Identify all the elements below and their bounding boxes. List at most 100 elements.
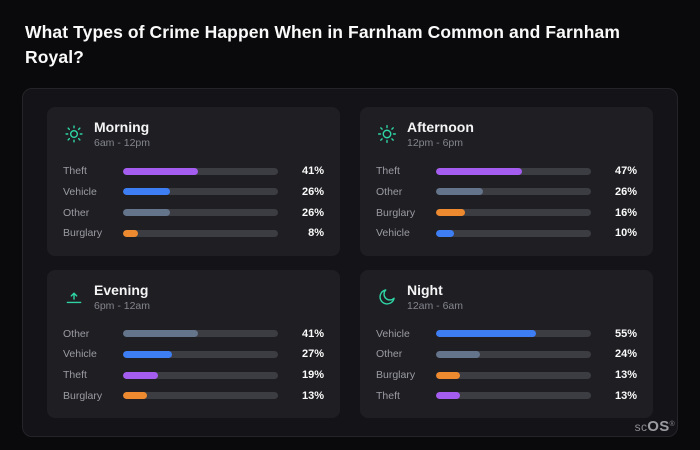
bar-fill [123, 167, 198, 175]
card-subtitle: 6am - 12pm [94, 137, 151, 149]
category-label: Vehicle [376, 327, 410, 340]
bar-track [123, 330, 278, 337]
percent-label: 41% [301, 327, 324, 340]
card-night: Night 12am - 6am Vehicle 55% Other 24% B… [360, 269, 653, 418]
sun-icon [63, 123, 85, 145]
category-label: Vehicle [63, 348, 97, 361]
watermark-prefix: sc [634, 420, 648, 434]
bar-track [123, 371, 278, 379]
bar-row: Theft 19% [63, 365, 324, 385]
percent-label: 13% [614, 389, 637, 402]
bar-row: Vehicle 10% [376, 223, 637, 243]
category-label: Theft [376, 165, 400, 177]
card-heading-text: Evening 6pm - 12am [94, 282, 150, 312]
bar-fill [123, 330, 198, 337]
bar-fill [123, 371, 158, 379]
percent-label: 24% [614, 348, 637, 361]
card-title: Morning [94, 119, 150, 135]
card-heading-text: Night 12am - 6am [407, 282, 463, 312]
category-label: Burglary [376, 369, 416, 382]
percent-label: 19% [301, 369, 324, 382]
card-title: Afternoon [407, 119, 474, 135]
bar-row: Other 41% [63, 324, 324, 344]
bar-rows: Theft 41% Vehicle 26% Other 26% Burglary… [63, 161, 324, 244]
bar-fill [436, 350, 480, 358]
category-label: Theft [63, 369, 87, 382]
bar-fill [123, 392, 147, 400]
card-subtitle: 12pm - 6pm [407, 137, 464, 149]
bar-fill [436, 371, 460, 379]
bar-rows: Vehicle 55% Other 24% Burglary 13% Theft… [376, 324, 637, 407]
page-title: What Types of Crime Happen When in Farnh… [25, 22, 620, 68]
percent-label: 41% [301, 165, 324, 177]
card-title: Evening [94, 281, 149, 298]
category-label: Burglary [376, 206, 416, 219]
card-morning: Morning 6am - 12pm Theft 41% Vehicle 26%… [47, 107, 340, 256]
bar-track [436, 167, 591, 175]
category-label: Burglary [63, 389, 103, 402]
percent-label: 8% [308, 227, 324, 240]
bar-track [436, 188, 591, 196]
category-label: Theft [376, 389, 400, 402]
bar-fill [123, 209, 171, 217]
card-subtitle: 12am - 6am [407, 299, 464, 312]
bar-row: Other 26% [63, 203, 324, 223]
bar-row: Vehicle 55% [376, 324, 637, 344]
bar-fill [123, 188, 171, 196]
bar-track [123, 229, 278, 237]
percent-label: 10% [614, 227, 637, 240]
bar-track [123, 188, 278, 196]
registered-symbol: ® [669, 421, 675, 428]
card-header: Night 12am - 6am [376, 282, 637, 312]
percent-label: 47% [614, 165, 637, 177]
percent-label: 26% [301, 206, 324, 219]
category-label: Vehicle [63, 185, 97, 198]
bar-track [436, 209, 591, 217]
category-label: Vehicle [376, 227, 410, 240]
bar-row: Theft 41% [63, 161, 324, 181]
bar-track [123, 209, 278, 217]
bar-row: Burglary 16% [376, 203, 637, 223]
category-label: Other [376, 185, 403, 198]
bar-track [436, 392, 591, 400]
crime-times-panel: Morning 6am - 12pm Theft 41% Vehicle 26%… [22, 88, 678, 437]
card-header: Afternoon 12pm - 6pm [376, 119, 637, 149]
bar-fill [436, 229, 455, 237]
bar-fill [436, 188, 484, 196]
bar-fill [436, 209, 466, 217]
watermark-logo: scOS® [635, 418, 675, 435]
bar-track [436, 229, 591, 237]
bar-fill [436, 330, 537, 337]
bar-row: Theft 47% [376, 161, 637, 181]
percent-label: 13% [614, 369, 637, 382]
bar-track [436, 330, 591, 337]
bar-row: Vehicle 27% [63, 344, 324, 364]
category-label: Other [376, 348, 403, 361]
bar-track [123, 392, 278, 400]
bar-track [436, 350, 591, 358]
bar-row: Burglary 8% [63, 223, 324, 243]
bar-row: Burglary 13% [376, 365, 637, 385]
sun-icon [376, 123, 398, 145]
card-header: Evening 6pm - 12am [63, 282, 324, 312]
bar-fill [123, 350, 173, 358]
bar-row: Theft 13% [376, 386, 637, 406]
bar-row: Vehicle 26% [63, 182, 324, 202]
bar-rows: Other 41% Vehicle 27% Theft 19% Burglary… [63, 324, 324, 407]
percent-label: 26% [614, 185, 637, 198]
bar-fill [436, 167, 522, 175]
percent-label: 27% [301, 348, 324, 361]
sunset-icon [63, 286, 85, 308]
percent-label: 26% [301, 185, 324, 198]
percent-label: 16% [614, 206, 637, 219]
bar-track [123, 167, 278, 175]
bar-rows: Theft 47% Other 26% Burglary 16% Vehicle… [376, 161, 637, 244]
category-label: Theft [63, 165, 87, 177]
card-heading-text: Afternoon 12pm - 6pm [407, 119, 474, 149]
card-subtitle: 6pm - 12am [94, 299, 151, 312]
card-title: Night [407, 281, 443, 298]
bar-row: Other 24% [376, 344, 637, 364]
bar-track [436, 371, 591, 379]
percent-label: 55% [614, 327, 637, 340]
percent-label: 13% [301, 389, 324, 402]
